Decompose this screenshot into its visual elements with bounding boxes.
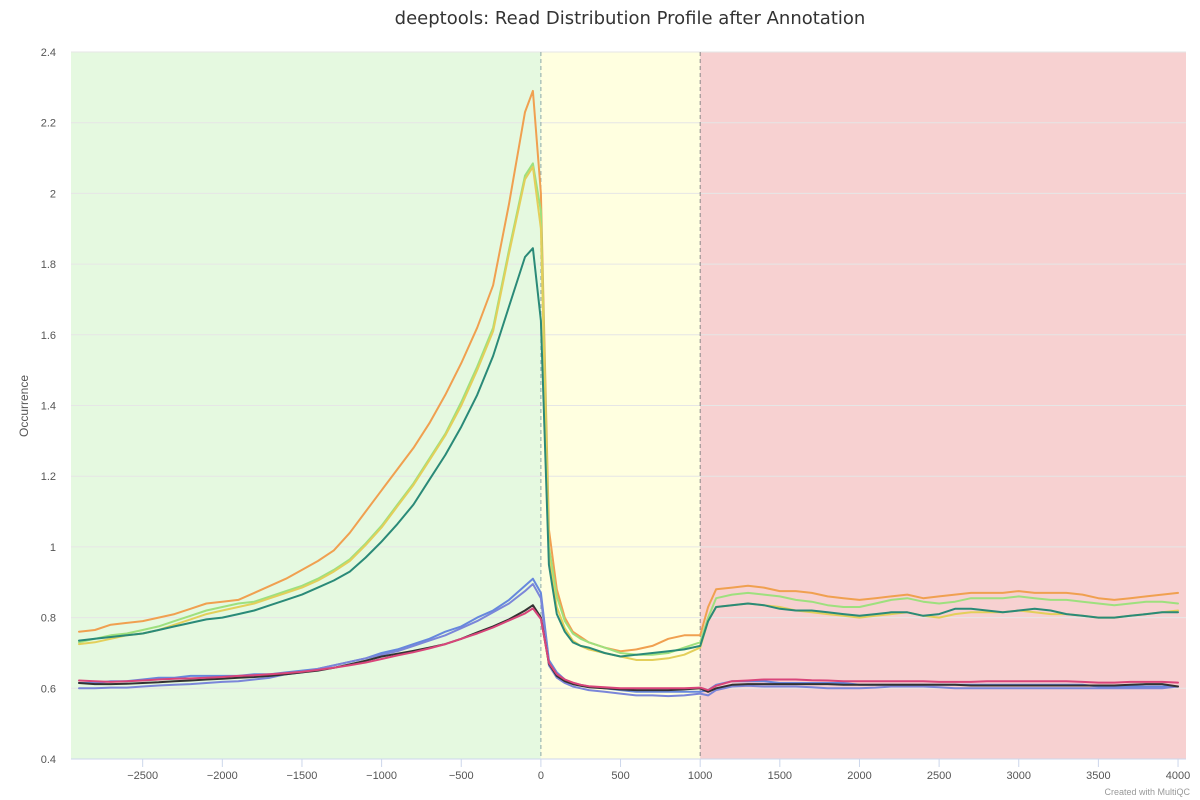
series-line-5[interactable] [78,583,1179,698]
y-axis-title: Occurrence [17,375,31,437]
y-tick-label: 1.4 [41,401,56,413]
series-line-7[interactable] [78,607,1179,692]
credit-link[interactable]: Created with MultiQC [1104,787,1190,797]
y-tick-label: 0.8 [41,613,56,625]
series-line-1[interactable] [78,162,1179,656]
y-tick-label: 1 [50,542,56,554]
x-tick-label: 4000 [1166,770,1190,782]
x-tick-label: −2000 [207,770,238,782]
y-tick-label: 1.2 [41,471,56,483]
x-tick-label: −500 [449,770,474,782]
y-tick-label: 2 [50,188,56,200]
x-tick-label: −1000 [366,770,397,782]
x-tick-label: 3500 [1086,770,1110,782]
x-tick-label: 2000 [847,770,871,782]
series-line-3[interactable] [78,247,1179,658]
chart-title: deeptools: Read Distribution Profile aft… [395,8,866,29]
x-tick-label: −2500 [127,770,158,782]
y-tick-label: 2.4 [41,47,56,59]
x-tick-label: −1500 [287,770,318,782]
x-axis-ticks: −2500 −2000 −1500 −1000 −500 0 500 1000 1500 2000… [127,759,1190,782]
series-line-6[interactable] [78,604,1179,693]
y-tick-label: 1.6 [41,330,56,342]
x-tick-label: 3000 [1007,770,1031,782]
y-tick-label: 1.8 [41,259,56,271]
series-lines [78,89,1179,698]
x-tick-label: 1000 [688,770,712,782]
x-tick-label: 2500 [927,770,951,782]
x-tick-label: 0 [538,770,544,782]
y-tick-label: 0.6 [41,683,56,695]
y-axis-ticks: 0.4 0.6 0.8 1 1.2 1.4 1.6 1.8 2 2.2 2.4 [41,47,56,766]
y-tick-label: 2.2 [41,118,56,130]
x-tick-label: 1500 [768,770,792,782]
x-tick-label: 500 [611,770,629,782]
y-tick-label: 0.4 [41,754,56,766]
